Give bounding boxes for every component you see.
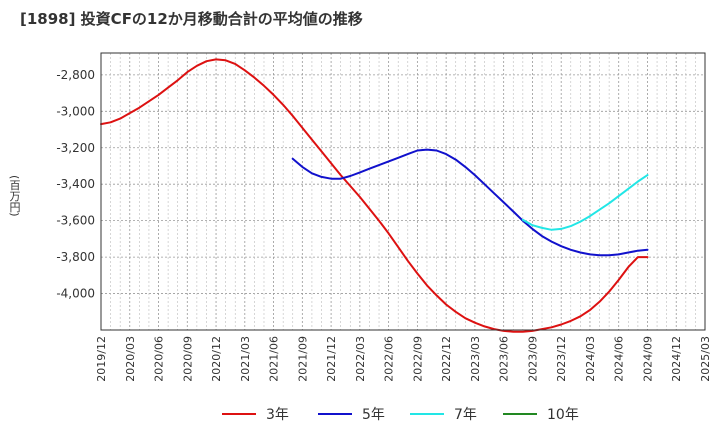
legend: 3年 5年 7年 10年 [0,402,720,426]
y-tick-label: -4,000 [56,287,95,301]
legend-item: 3年 [222,402,289,426]
y-axis-label: (百万円) [8,175,21,217]
x-tick-labels: 2019/12 2020/03 2020/06 2020/09 2020/12 2021/… [95,336,712,382]
x-tick-label: 2025/03 [699,336,712,382]
x-tick-label: 2021/03 [239,336,252,382]
x-tick-label: 2021/12 [325,336,338,382]
x-tick-label: 2021/09 [296,336,309,382]
series-layer [100,58,649,333]
series-line [291,148,649,257]
legend-label: 5年 [362,407,385,423]
series-line [100,58,649,333]
legend-item: 7年 [410,402,477,426]
plot-area-border [100,52,706,331]
y-tick-labels: -2,800 -3,000 -3,200 -3,400 -3,600 -3,800 -4,0… [56,68,95,301]
x-tick-label: 2023/06 [498,336,511,382]
series-line [521,174,649,231]
x-tick-label: 2020/06 [153,336,166,382]
x-tick-label: 2024/09 [641,336,654,382]
plot-area-background [101,53,705,330]
x-tick-label: 2020/03 [124,336,137,382]
legend-swatch [503,413,537,415]
x-tick-label: 2022/06 [383,336,396,382]
x-tick-label: 2023/09 [526,336,539,382]
x-tick-label: 2024/06 [613,336,626,382]
grid [100,53,706,330]
x-tick-label: 2022/03 [354,336,367,382]
x-tick-label: 2020/09 [181,336,194,382]
chart-title: [1898] 投資CFの12か月移動合計の平均値の推移 [20,10,363,28]
legend-label: 3年 [266,407,289,423]
x-tick-label: 2022/09 [411,336,424,382]
legend-label: 10年 [547,407,579,423]
y-tick-label: -3,400 [56,177,95,191]
legend-item: 10年 [503,402,579,426]
x-tick-label: 2021/06 [268,336,281,382]
y-tick-label: -3,000 [56,104,95,118]
x-tick-label: 2023/12 [555,336,568,382]
x-tick-label: 2024/03 [584,336,597,382]
y-tick-label: -3,800 [56,250,95,264]
y-tick-label: -2,800 [56,68,95,82]
legend-item: 5年 [318,402,385,426]
x-tick-label: 2019/12 [95,336,108,382]
x-tick-label: 2020/12 [210,336,223,382]
legend-swatch [410,413,444,415]
x-tick-label: 2022/12 [440,336,453,382]
x-tick-label: 2023/03 [469,336,482,382]
legend-swatch [222,413,256,415]
x-tick-label: 2024/12 [670,336,683,382]
legend-swatch [318,413,352,415]
y-tick-label: -3,200 [56,141,95,155]
y-tick-label: -3,600 [56,214,95,228]
legend-label: 7年 [454,407,477,423]
